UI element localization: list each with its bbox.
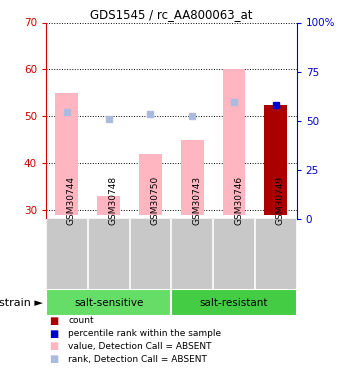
Text: count: count	[68, 316, 94, 325]
Text: GSM30744: GSM30744	[67, 176, 76, 225]
Bar	[56, 93, 78, 214]
Text: GSM30743: GSM30743	[192, 176, 201, 225]
Bar	[46, 290, 171, 316]
Text: value, Detection Call = ABSENT: value, Detection Call = ABSENT	[68, 342, 212, 351]
Bar	[97, 196, 120, 214]
Text: rank, Detection Call = ABSENT: rank, Detection Call = ABSENT	[68, 355, 207, 364]
Text: ■: ■	[49, 316, 59, 326]
Text: salt-sensitive: salt-sensitive	[74, 298, 143, 308]
Text: GSM30749: GSM30749	[276, 176, 285, 225]
Text: GSM30750: GSM30750	[150, 176, 160, 225]
Text: ■: ■	[49, 328, 59, 339]
Bar	[181, 140, 204, 214]
Text: GSM30746: GSM30746	[234, 176, 243, 225]
Text: ■: ■	[49, 354, 59, 364]
Bar	[264, 105, 287, 214]
Bar	[139, 154, 162, 214]
Text: ■: ■	[49, 342, 59, 351]
Text: percentile rank within the sample: percentile rank within the sample	[68, 329, 221, 338]
Text: GSM30748: GSM30748	[109, 176, 118, 225]
Title: GDS1545 / rc_AA800063_at: GDS1545 / rc_AA800063_at	[90, 8, 253, 21]
Text: salt-resistant: salt-resistant	[200, 298, 268, 308]
Bar	[172, 290, 297, 316]
Bar	[223, 69, 246, 214]
Text: strain ►: strain ►	[0, 298, 43, 308]
